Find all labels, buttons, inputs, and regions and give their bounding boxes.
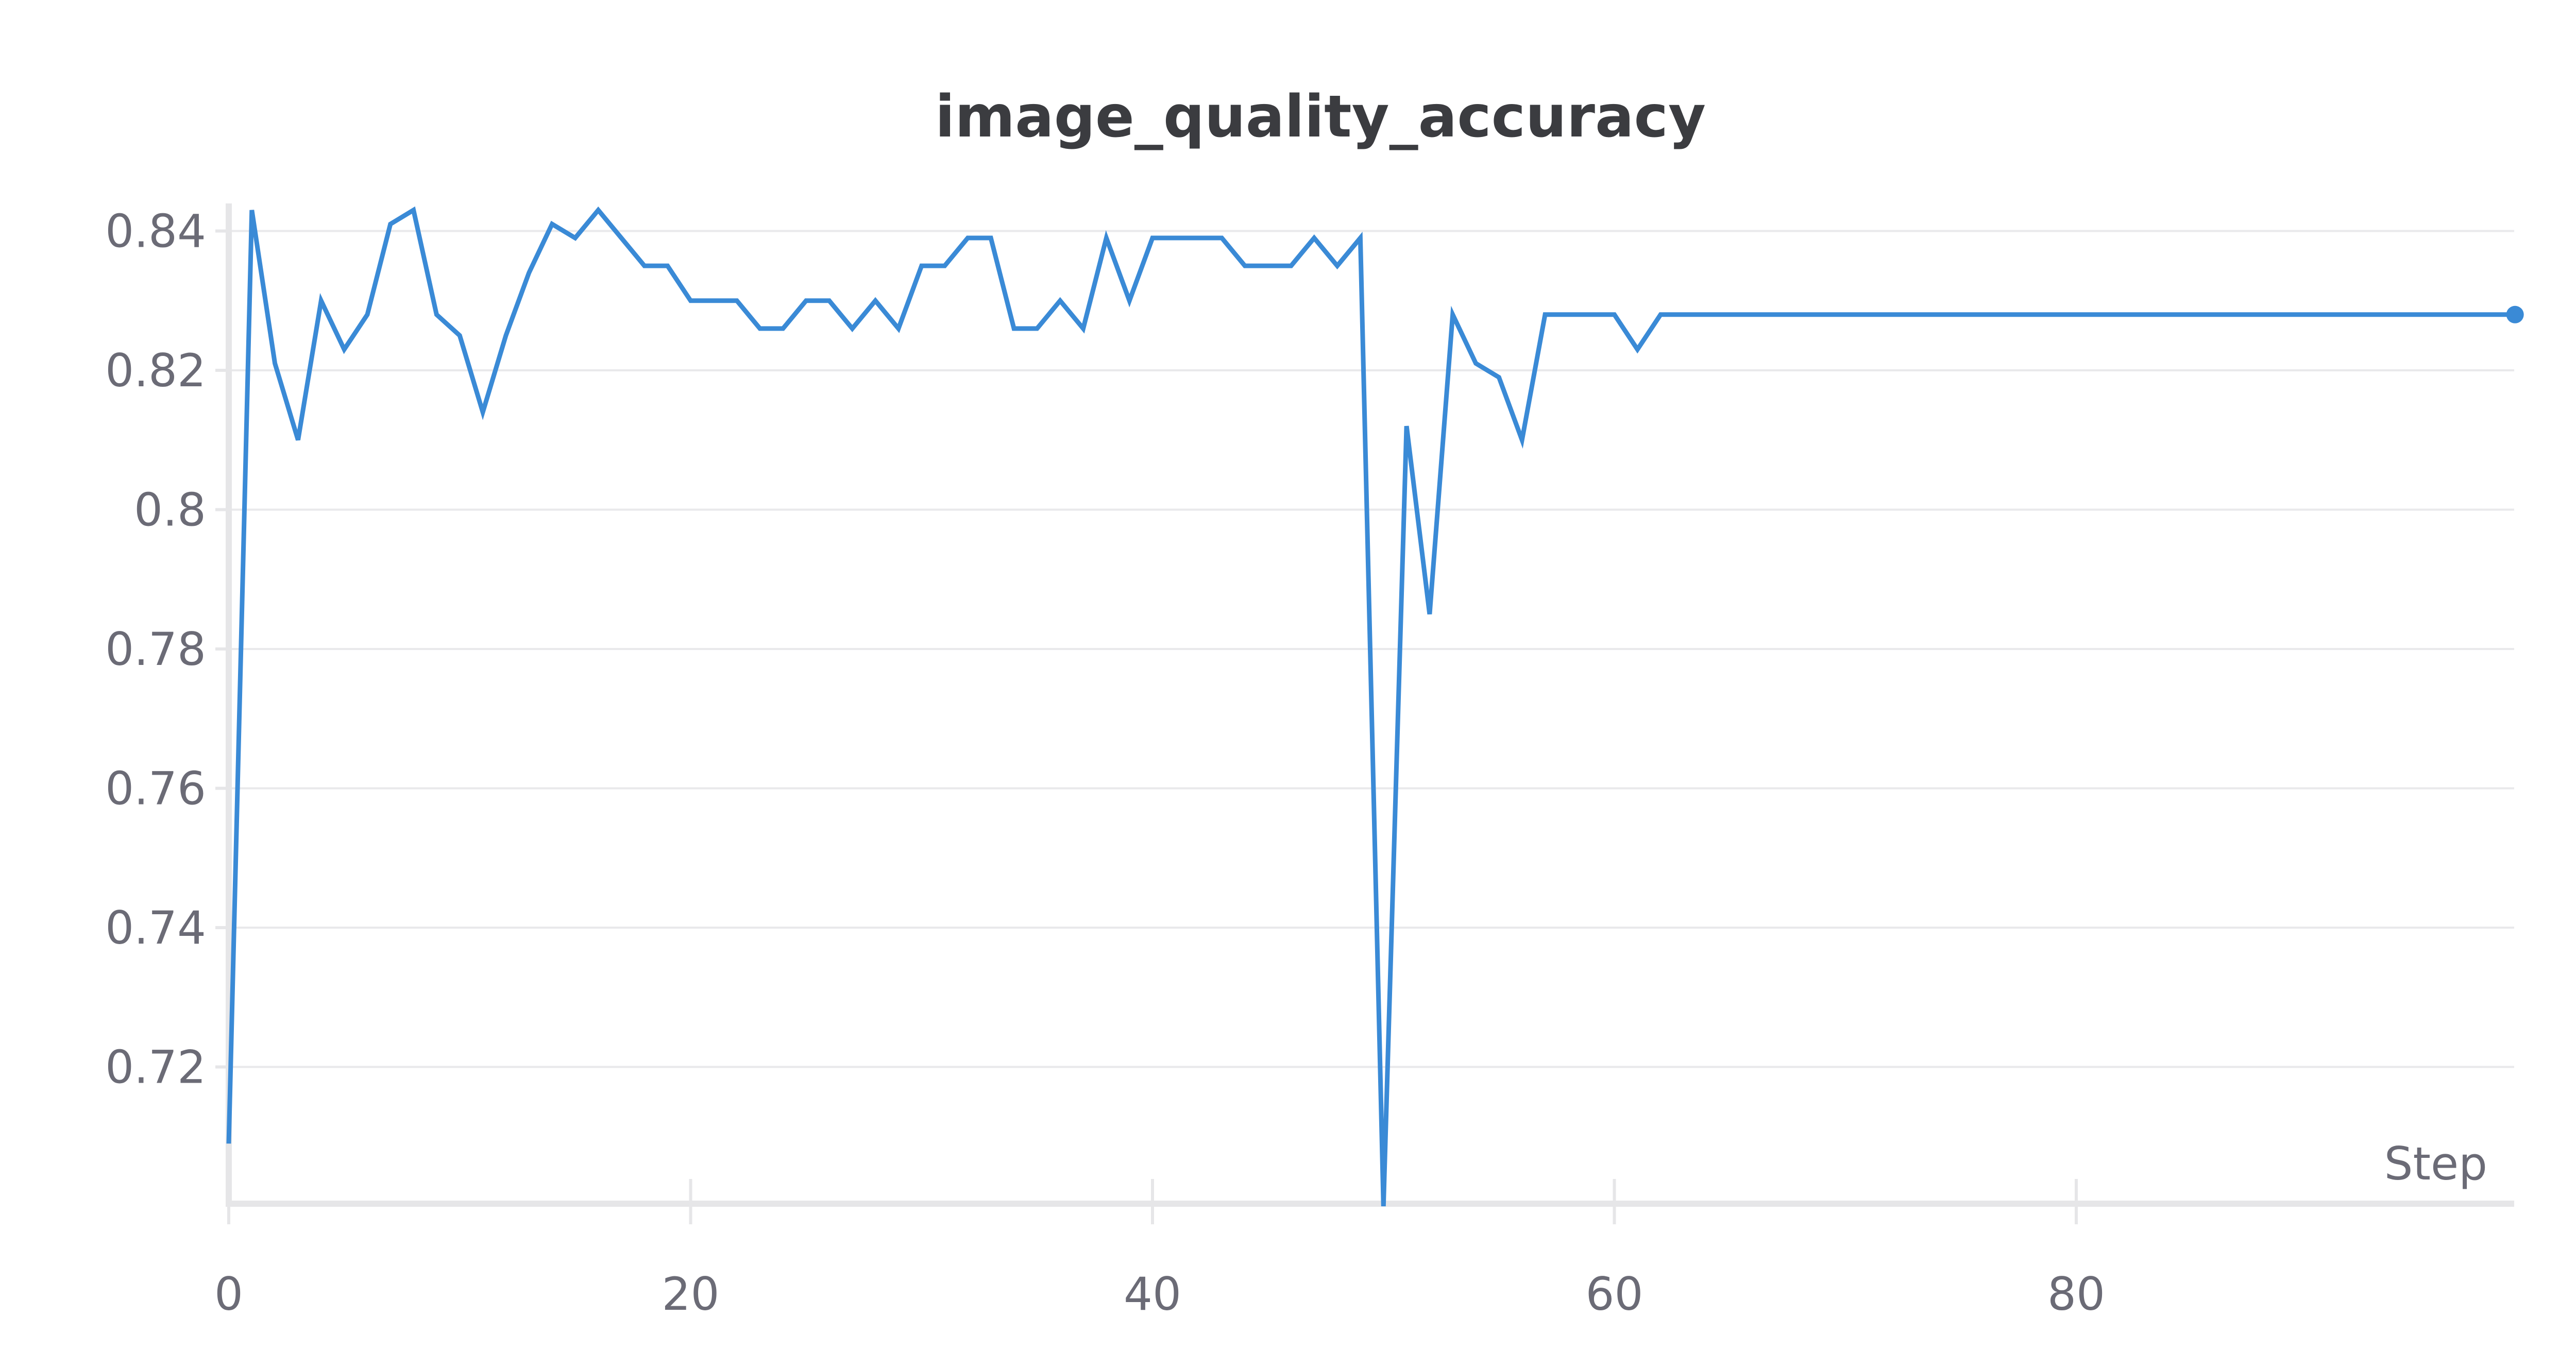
x-tick-label-4: 80 bbox=[2047, 1268, 2105, 1321]
x-ticks: 0 20 40 60 80 bbox=[214, 1179, 2105, 1321]
y-tick-label-6: 0.84 bbox=[105, 205, 206, 258]
x-axis-label: Step bbox=[2384, 1137, 2487, 1190]
y-tick-label-1: 0.74 bbox=[105, 901, 206, 954]
y-tick-label-0: 0.72 bbox=[105, 1041, 206, 1094]
y-ticks: 0.72 0.74 0.76 0.78 0.8 0.82 0.84 bbox=[105, 205, 229, 1094]
y-tick-label-2: 0.76 bbox=[105, 762, 206, 815]
series-end-point-0 bbox=[2506, 305, 2524, 323]
x-tick-label-0: 0 bbox=[214, 1268, 243, 1321]
y-tick-label-5: 0.82 bbox=[105, 344, 206, 397]
x-tick-label-1: 20 bbox=[662, 1268, 720, 1321]
series-group bbox=[226, 206, 2524, 1207]
x-tick-label-2: 40 bbox=[1124, 1268, 1181, 1321]
y-tick-label-3: 0.78 bbox=[105, 623, 206, 676]
chart-title: image_quality_accuracy bbox=[935, 83, 1706, 150]
series-line-0 bbox=[226, 206, 2515, 1207]
y-tick-label-4: 0.8 bbox=[134, 484, 206, 537]
x-tick-label-3: 60 bbox=[1586, 1268, 1643, 1321]
